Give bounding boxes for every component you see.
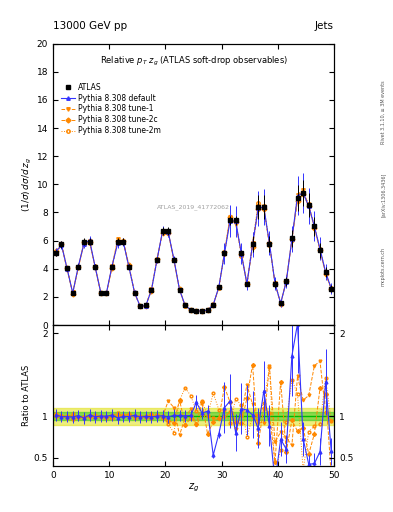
Text: 13000 GeV pp: 13000 GeV pp xyxy=(53,20,127,31)
Text: Rivet 3.1.10, ≥ 3M events: Rivet 3.1.10, ≥ 3M events xyxy=(381,81,386,144)
Text: mcplots.cern.ch: mcplots.cern.ch xyxy=(381,247,386,286)
Y-axis label: Ratio to ATLAS: Ratio to ATLAS xyxy=(22,365,31,426)
Legend: ATLAS, Pythia 8.308 default, Pythia 8.308 tune-1, Pythia 8.308 tune-2c, Pythia 8: ATLAS, Pythia 8.308 default, Pythia 8.30… xyxy=(58,79,164,138)
Text: Relative $p_{T}$ $z_{g}$ (ATLAS soft-drop observables): Relative $p_{T}$ $z_{g}$ (ATLAS soft-dro… xyxy=(99,55,288,68)
Y-axis label: $(1/\sigma)\, d\sigma/d\, z_g$: $(1/\sigma)\, d\sigma/d\, z_g$ xyxy=(21,157,34,212)
Text: Jets: Jets xyxy=(315,20,334,31)
X-axis label: $z_{g}$: $z_{g}$ xyxy=(188,481,199,494)
Text: ATLAS_2019_41772062: ATLAS_2019_41772062 xyxy=(157,204,230,210)
Text: [arXiv:1306.3436]: [arXiv:1306.3436] xyxy=(381,173,386,217)
Bar xyxy=(53,408,334,424)
Bar xyxy=(53,412,334,420)
